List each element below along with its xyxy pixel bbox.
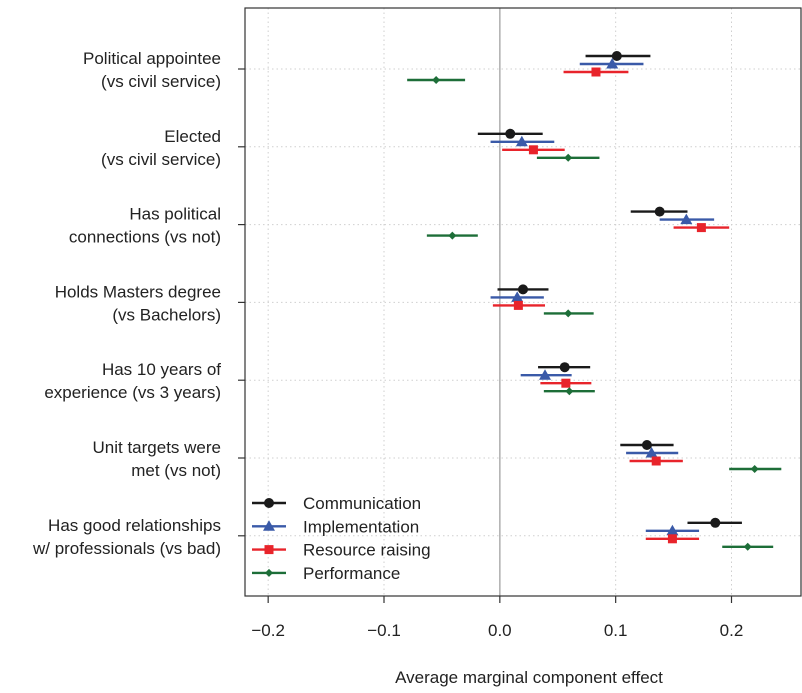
y-category-label: (vs civil service) (101, 150, 221, 169)
legend: Communication Implementation Resource rais… (252, 494, 431, 583)
point-marker (654, 206, 665, 217)
point-marker (518, 284, 528, 295)
legend-label: Implementation (303, 517, 419, 536)
y-category-label: Elected (164, 127, 221, 146)
legend-label: Performance (303, 564, 400, 583)
point-marker (515, 135, 528, 147)
legend-marker (265, 568, 273, 577)
point-marker (645, 447, 658, 458)
x-tick-label: 0.0 (488, 621, 512, 640)
y-category-label: Has 10 years of (102, 360, 221, 379)
y-category-label: Unit targets were (93, 438, 222, 457)
point-marker (680, 213, 693, 225)
point-marker (511, 291, 524, 302)
y-category-label: w/ professionals (vs bad) (32, 539, 221, 558)
point-marker (641, 440, 652, 450)
legend-marker (263, 520, 275, 531)
point-marker (666, 524, 679, 536)
legend-marker (264, 545, 274, 555)
point-marker (667, 534, 677, 544)
point-marker (448, 231, 457, 240)
point-marker (561, 378, 571, 388)
legend-item: Performance (252, 564, 400, 583)
y-category-label: Holds Masters degree (55, 282, 221, 301)
point-marker (750, 465, 759, 473)
y-category-label: met (vs not) (131, 461, 221, 480)
y-category-label: (vs Bachelors) (112, 305, 221, 324)
point-marker (513, 300, 523, 310)
series-resource-raising (492, 67, 730, 544)
series-communication (477, 51, 742, 528)
y-category-label: Has political (129, 205, 221, 224)
point-marker (611, 51, 622, 61)
point-marker (591, 67, 601, 77)
point-marker (432, 76, 441, 84)
point-marker (696, 223, 706, 233)
x-tick-label: −0.1 (367, 621, 401, 640)
point-marker (505, 128, 516, 139)
point-marker (651, 456, 661, 466)
point-marker (539, 369, 552, 380)
point-marker (606, 58, 619, 69)
y-category-label: (vs civil service) (101, 72, 221, 91)
x-tick-label: 0.2 (720, 621, 744, 640)
x-tick-label: −0.2 (251, 621, 285, 640)
y-category-label: Political appointee (83, 49, 221, 68)
legend-item: Resource raising (252, 541, 431, 560)
x-tick-label: 0.1 (604, 621, 628, 640)
point-marker (528, 145, 538, 155)
legend-marker (264, 498, 274, 508)
axes: −0.2 −0.1 0.0 0.1 0.2 Political appointee (vs … (32, 7, 802, 640)
legend-item: Implementation (252, 517, 419, 536)
y-category-label: connections (vs not) (69, 228, 221, 247)
y-category-label: experience (vs 3 years) (44, 383, 221, 402)
point-marker (743, 542, 752, 551)
x-axis-label: Average marginal component effect (395, 668, 663, 687)
series-performance (407, 76, 782, 551)
point-marker (710, 517, 721, 528)
point-marker (559, 362, 570, 373)
point-marker (564, 153, 573, 162)
legend-label: Communication (303, 494, 421, 513)
legend-label: Resource raising (303, 541, 431, 560)
y-category-label: Has good relationships (48, 516, 221, 535)
legend-item: Communication (252, 494, 421, 513)
point-marker (564, 309, 573, 318)
point-marker (565, 387, 574, 396)
series-implementation (490, 58, 715, 536)
estimates (407, 51, 782, 551)
